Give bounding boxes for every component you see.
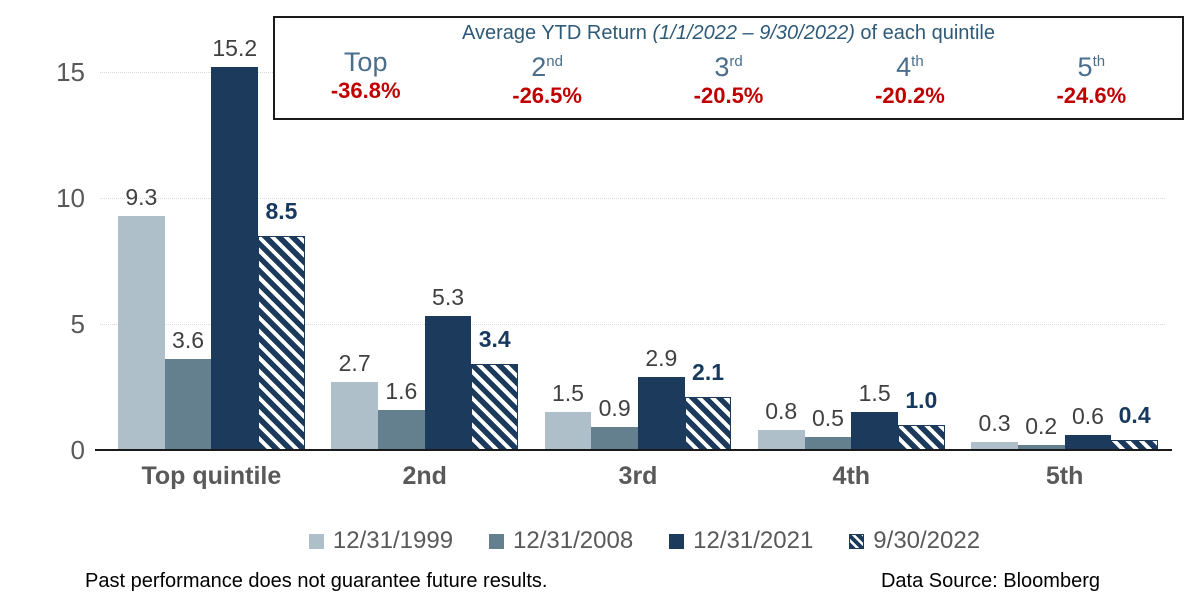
- legend-swatch-icon: [669, 533, 685, 549]
- bar-9-30-2022-3rd: [684, 397, 732, 450]
- quintile-name: 2nd: [531, 52, 563, 82]
- bar-value-label: 15.2: [212, 34, 258, 61]
- legend-item-12-31-2021: 12/31/2021: [669, 528, 813, 554]
- y-axis-tick-5: 5: [70, 309, 85, 339]
- legend-swatch-icon: [308, 533, 324, 549]
- bar-value-label: 1.5: [858, 380, 891, 407]
- bar-12-31-2021-3rd: [638, 376, 685, 450]
- quintile-return-value: -36.8%: [330, 78, 401, 103]
- quintile-col-3rd: 3rd -20.5%: [638, 47, 819, 108]
- quintile-name: 4th: [896, 52, 924, 82]
- quintile-col-4th: 4th -20.2%: [819, 47, 1000, 108]
- bar-value-label: 2.7: [338, 349, 371, 376]
- gridline-y5: [100, 324, 1165, 325]
- legend-label: 12/31/1999: [332, 527, 454, 554]
- bar-12-31-2021-2nd: [424, 316, 472, 450]
- y-axis-tick-0: 0: [70, 435, 85, 465]
- bar-12-31-1999-4th: [757, 429, 805, 450]
- quintile-name: Top: [343, 47, 388, 77]
- avg-ytd-return-title-prefix: Average YTD Return: [462, 22, 653, 44]
- bar-value-label: 0.8: [765, 397, 798, 424]
- avg-ytd-return-box: Average YTD Return (1/1/2022 – 9/30/2022…: [273, 16, 1184, 120]
- bar-12-31-2021-5th: [1064, 434, 1112, 450]
- bar-12-31-1999-5th: [971, 442, 1018, 450]
- gridline-y10: [100, 198, 1165, 199]
- bar-value-label: 1.5: [551, 380, 584, 407]
- bar-value-label: 9.3: [125, 183, 158, 210]
- bar-value-label: 0.4: [1118, 401, 1151, 428]
- bar-12-31-2008-2nd: [378, 409, 425, 450]
- bar-value-label: 1.0: [905, 386, 938, 413]
- chart-legend: 12/31/1999 12/31/2008 12/31/2021 9/30/2022: [94, 528, 1195, 554]
- legend-item-9-30-2022: 9/30/2022: [849, 528, 980, 554]
- x-axis-label-3rd: 3rd: [618, 462, 658, 490]
- y-axis-tick-10: 10: [56, 183, 85, 213]
- quintile-return-value: -20.2%: [875, 83, 945, 108]
- x-axis-label-4th: 4th: [832, 462, 871, 490]
- x-axis-label-2nd: 2nd: [402, 462, 447, 490]
- bar-9-30-2022-2nd: [471, 364, 519, 450]
- x-axis-line: [95, 449, 1172, 451]
- avg-ytd-return-title-suffix: of each quintile: [854, 22, 995, 44]
- legend-label: 12/31/2008: [513, 527, 634, 554]
- avg-ytd-return-title: Average YTD Return (1/1/2022 – 9/30/2022…: [275, 22, 1182, 45]
- bar-value-label: 3.6: [172, 327, 205, 354]
- quintile-returns-row: Top -36.8% 2nd -26.5% 3rd -20.5% 4th -20.2% 5th -…: [275, 47, 1182, 108]
- bar-value-label: 2.9: [645, 344, 678, 371]
- quintile-return-value: -26.5%: [512, 83, 582, 108]
- avg-ytd-return-title-daterange: (1/1/2022 – 9/30/2022): [652, 22, 855, 44]
- bar-value-label: 5.3: [432, 284, 465, 311]
- disclaimer-text: Past performance does not guarantee futu…: [85, 570, 548, 592]
- bar-value-label: 3.4: [478, 326, 511, 353]
- legend-swatch-icon: [849, 533, 865, 549]
- data-source-text: Data Source: Bloomberg: [880, 570, 1100, 592]
- quintile-name: 5th: [1077, 52, 1106, 82]
- bar-12-31-1999-2nd: [331, 381, 378, 450]
- x-axis-label-Top-quintile: Top quintile: [141, 462, 282, 490]
- legend-swatch-icon: [489, 533, 505, 549]
- bar-value-label: 0.3: [978, 410, 1011, 437]
- legend-item-12-31-2008: 12/31/2008: [489, 528, 633, 554]
- legend-label: 9/30/2022: [873, 527, 981, 554]
- legend-item-12-31-1999: 12/31/1999: [308, 527, 454, 554]
- y-axis-tick-15: 15: [56, 57, 85, 87]
- bar-12-31-1999-3rd: [544, 412, 592, 450]
- quintile-name: 3rd: [714, 52, 743, 82]
- quintile-col-top: Top -36.8%: [275, 47, 456, 108]
- bar-value-label: 2.1: [692, 359, 725, 386]
- x-axis-label-5th: 5th: [1045, 462, 1084, 490]
- bar-value-label: 1.6: [385, 377, 418, 404]
- bar-9-30-2022-4th: [898, 424, 945, 450]
- quintile-col-5th: 5th -24.6%: [1001, 47, 1182, 108]
- bar-value-label: 0.9: [598, 395, 631, 422]
- bar-9-30-2022-Top-quintile: [258, 235, 305, 450]
- bar-value-label: 0.5: [811, 405, 844, 432]
- bar-12-31-2008-Top-quintile: [164, 359, 212, 450]
- bar-value-label: 8.5: [265, 197, 298, 224]
- bar-12-31-2021-Top-quintile: [211, 66, 259, 450]
- bar-12-31-1999-Top-quintile: [118, 215, 165, 450]
- quintile-return-value: -24.6%: [1056, 83, 1127, 108]
- legend-label: 12/31/2021: [693, 527, 814, 554]
- quintile-col-2nd: 2nd -26.5%: [456, 47, 637, 108]
- bar-value-label: 0.2: [1025, 412, 1058, 439]
- bar-12-31-2008-5th: [1017, 444, 1065, 450]
- bar-12-31-2021-4th: [851, 412, 898, 450]
- bar-12-31-2008-4th: [804, 437, 852, 450]
- bar-value-label: 0.6: [1071, 402, 1104, 429]
- bar-12-31-2008-3rd: [591, 427, 638, 450]
- quintile-return-value: -20.5%: [693, 83, 764, 108]
